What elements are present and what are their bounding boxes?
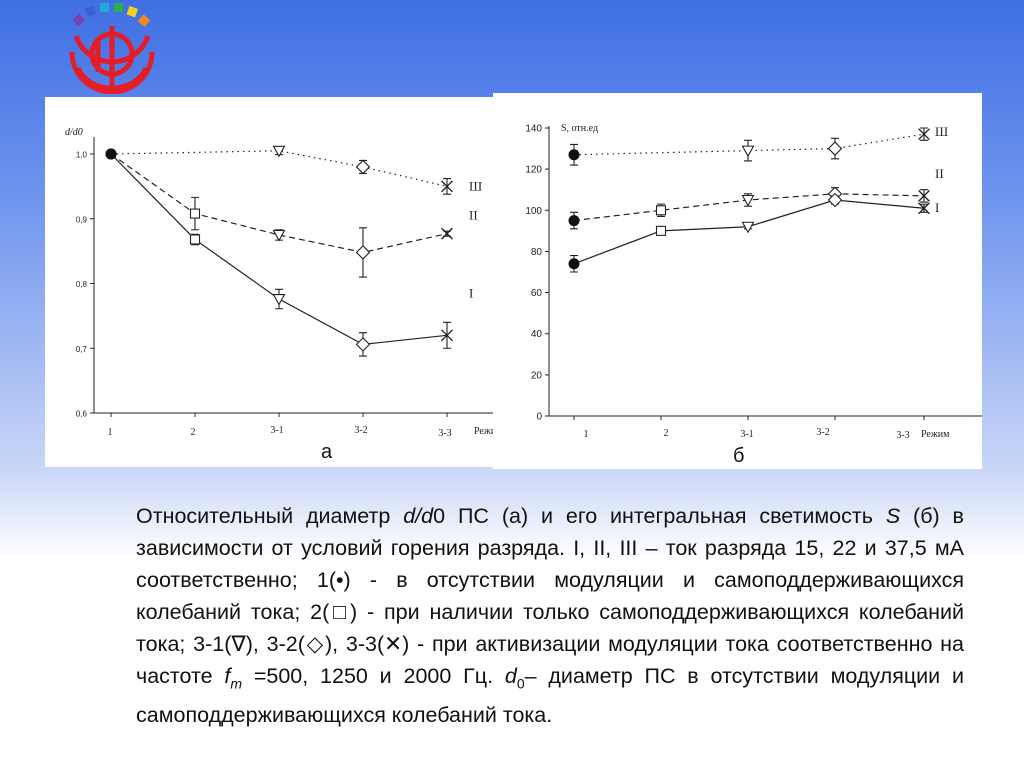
series-b-3: I <box>568 192 939 273</box>
logo-rainbow-squares <box>72 3 151 28</box>
data-point-b-dot <box>568 258 580 270</box>
data-point-a-cross <box>441 329 453 342</box>
x-tick-label-b: 2 <box>664 428 669 439</box>
y-tick-label-b: 40 <box>531 329 543 340</box>
y-tick-label-a: 0,7 <box>76 345 88 354</box>
x-tick-label-b: 1 <box>584 429 589 440</box>
series-a-1: Ш <box>105 145 482 195</box>
data-point-b-diamond <box>827 141 843 156</box>
y-tick-label-b: 140 <box>525 124 542 135</box>
panel-label-b: б <box>733 445 745 467</box>
data-point-a-cross <box>441 227 453 240</box>
x-tick-label-a: 3-2 <box>354 425 367 436</box>
series-line-a <box>110 153 448 254</box>
data-point-a-diamond <box>355 337 371 352</box>
chart-b: S, отн.ед 0 20 40 60 80 100 120 140 1 2 3-1 3-2 3-3… <box>525 123 982 441</box>
series-b-2: II <box>568 166 944 230</box>
y-tick-label-a: 1,0 <box>76 151 88 160</box>
data-point-b-diamond <box>827 192 843 208</box>
series-line-a <box>110 153 448 345</box>
x-tick-label-a: 2 <box>191 427 196 438</box>
data-point-a-triangle <box>272 229 286 242</box>
x-tick-label-b: 3-1 <box>740 429 753 440</box>
data-point-a-square <box>189 208 201 219</box>
data-point-a-square <box>189 234 201 245</box>
logo-emblem <box>69 26 155 94</box>
series-label-b: Ш <box>935 124 948 139</box>
series-a-2: II <box>105 148 478 278</box>
series-label-b: I <box>935 200 939 215</box>
y-tick-label-b: 60 <box>531 288 543 299</box>
data-point-b-cross <box>918 189 930 202</box>
data-point-a-cross <box>441 180 453 193</box>
data-point-b-square <box>655 205 667 216</box>
x-axis-label-b: Режим <box>921 429 950 440</box>
x-axis-label-a: Режим <box>474 426 493 437</box>
y-tick-label-b: 20 <box>531 370 543 381</box>
figure-caption: Относительный диаметр d/d0 ПС (а) и его … <box>136 504 964 728</box>
panel-b: S, отн.ед 0 20 40 60 80 100 120 140 1 2 3-1 3-2 3-3… <box>493 93 982 469</box>
institute-logo <box>69 3 155 94</box>
y-tick-label-a: 0,6 <box>76 410 88 419</box>
series-b-1: Ш <box>568 124 948 166</box>
data-point-b-cross <box>918 128 930 141</box>
x-tick-label-b: 3-3 <box>896 430 909 441</box>
x-tick-label-a: 3-1 <box>270 425 283 436</box>
data-point-a-dot <box>105 148 117 160</box>
data-point-b-cross <box>918 202 930 215</box>
panel-a: d/d0 0,6 0,7 0,8 0,9 1,0 1 2 3-1 3-2 3-3 Режим Ш… <box>45 97 493 467</box>
y-tick-label-b: 100 <box>525 206 542 217</box>
y-tick-label-b: 80 <box>531 247 543 258</box>
series-label-a: II <box>469 208 478 223</box>
series-a-3: I <box>105 148 473 357</box>
y-tick-label-b: 120 <box>525 165 542 176</box>
series-label-a: I <box>469 285 473 300</box>
data-point-a-triangle <box>272 293 286 306</box>
x-tick-label-b: 3-2 <box>816 427 829 438</box>
y-tick-label-b: 0 <box>536 412 542 423</box>
y-axis-label-b: S, отн.ед <box>561 123 598 134</box>
y-axis-label-a: d/d0 <box>65 127 83 138</box>
y-tick-label-a: 0,9 <box>76 215 88 224</box>
data-point-b-dot <box>568 149 580 161</box>
data-point-b-square <box>655 225 667 236</box>
x-tick-label-a: 1 <box>108 427 113 438</box>
data-point-a-diamond <box>355 159 371 175</box>
chart-a: d/d0 0,6 0,7 0,8 0,9 1,0 1 2 3-1 3-2 3-3 Режим Ш… <box>65 127 493 439</box>
data-point-a-diamond <box>355 245 371 260</box>
panel-label-a: а <box>321 441 333 463</box>
x-tick-label-a: 3-3 <box>438 428 451 439</box>
data-point-b-triangle <box>741 221 755 234</box>
series-label-a: Ш <box>469 178 482 193</box>
data-point-b-triangle <box>741 194 755 207</box>
series-label-b: II <box>935 166 944 181</box>
y-tick-label-a: 0,8 <box>76 280 88 289</box>
data-point-b-triangle <box>741 145 755 158</box>
series-line-b <box>573 199 925 265</box>
data-point-a-triangle <box>272 145 286 158</box>
data-point-b-dot <box>568 215 580 227</box>
